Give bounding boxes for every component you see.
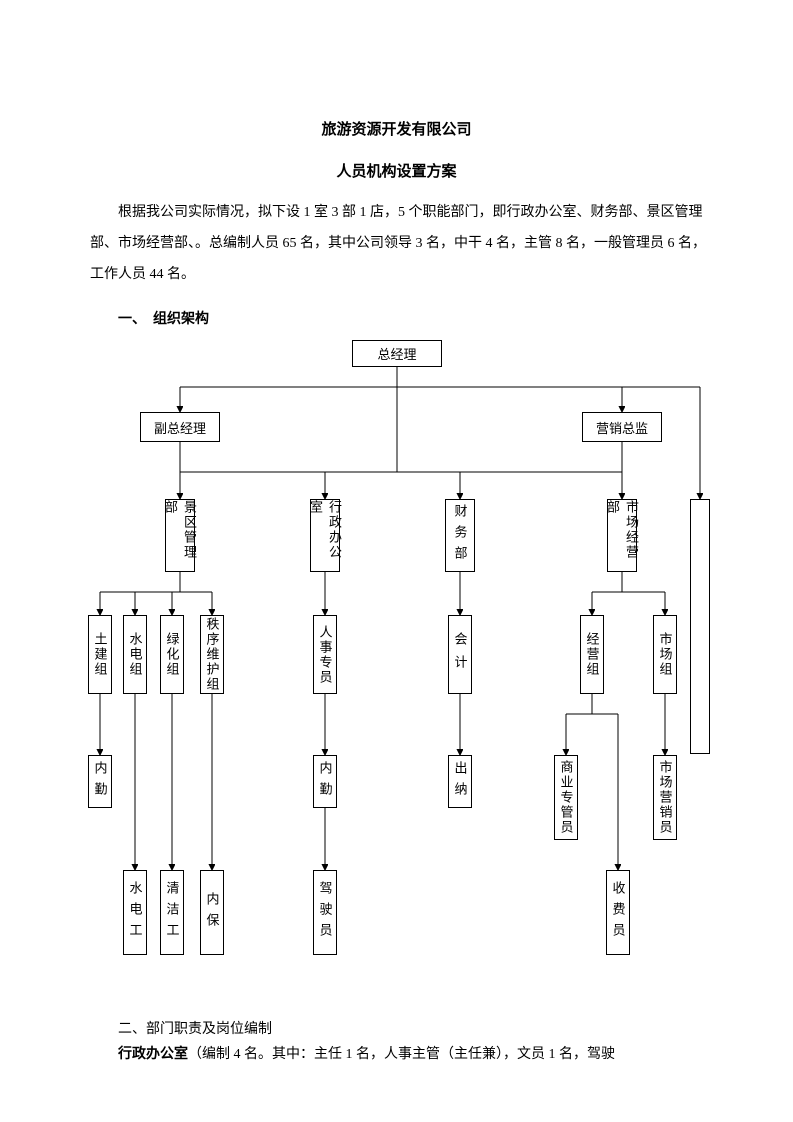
node-market-dept: 市场经营部: [607, 499, 637, 572]
org-chart-connectors: [0, 0, 793, 1122]
node-empty-right: [690, 499, 710, 754]
node-shangye: 商业专管员: [554, 755, 578, 840]
node-renshi: 人事专员: [313, 615, 337, 694]
node-qingjie: 清洁工: [160, 870, 184, 955]
node-neibao: 内保: [200, 870, 224, 955]
node-kuaiji: 会计: [448, 615, 472, 694]
node-shuidian: 水电组: [123, 615, 147, 694]
node-jiashi: 驾驶员: [313, 870, 337, 955]
node-yingxiao: 市场营销员: [653, 755, 677, 840]
node-shichang: 市场组: [653, 615, 677, 694]
node-deputy-gm: 副总经理: [140, 412, 220, 442]
node-chuna: 出纳: [448, 755, 472, 808]
section-2-body: 行政办公室（编制 4 名。其中：主任 1 名，人事主管（主任兼），文员 1 名，…: [90, 1040, 710, 1071]
node-shoufei: 收费员: [606, 870, 630, 955]
document-page: 旅游资源开发有限公司 人员机构设置方案 根据我公司实际情况，拟下设 1 室 3 …: [0, 0, 793, 1122]
node-tujian: 土建组: [88, 615, 112, 694]
node-lvhua: 绿化组: [160, 615, 184, 694]
node-admin-office: 行政办公室: [310, 499, 340, 572]
node-marketing-director: 营销总监: [582, 412, 662, 442]
node-general-manager: 总经理: [352, 340, 442, 367]
node-shuidiangong: 水电工: [123, 870, 147, 955]
node-scenic-dept: 景区管理部: [165, 499, 195, 572]
node-neiqin-1: 内勤: [88, 755, 112, 808]
node-neiqin-2: 内勤: [313, 755, 337, 808]
admin-office-bold: 行政办公室: [118, 1047, 188, 1062]
node-jingying: 经营组: [580, 615, 604, 694]
node-finance-dept: 财务部: [445, 499, 475, 572]
node-zhixu: 秩序维护组: [200, 615, 224, 694]
